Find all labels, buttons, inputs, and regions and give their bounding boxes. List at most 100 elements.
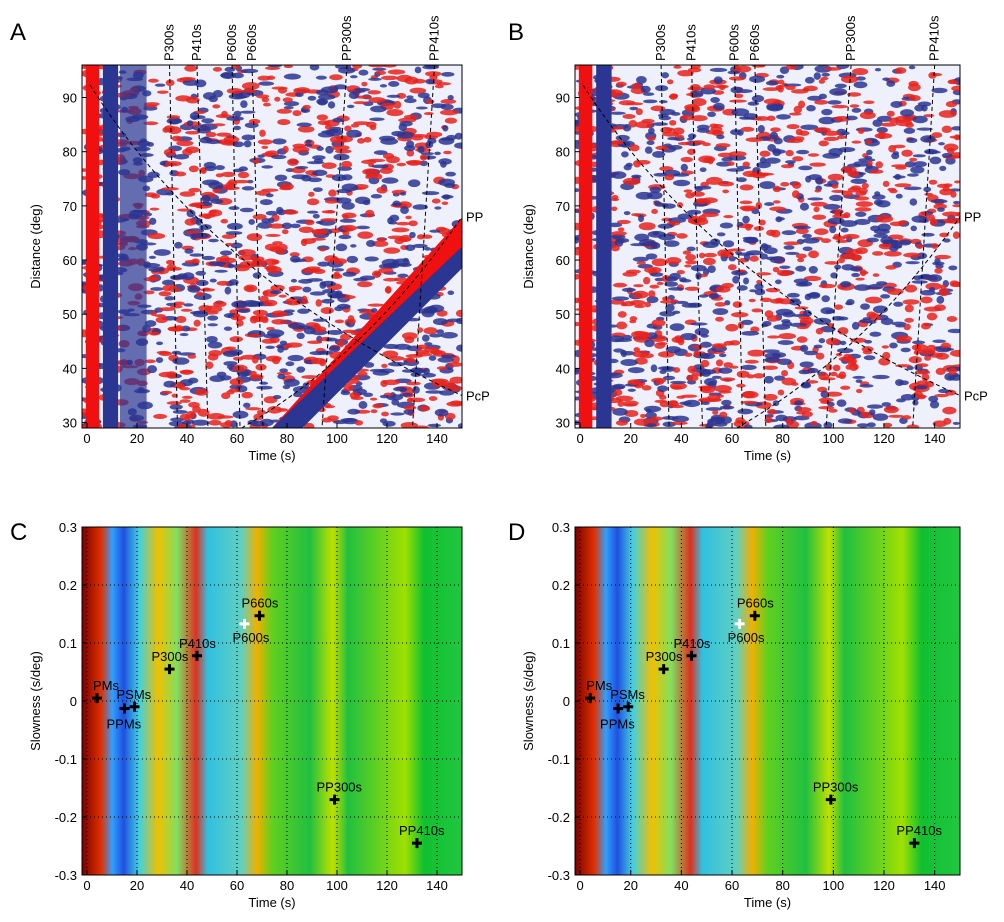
texture [240, 68, 259, 74]
texture [796, 325, 809, 330]
texture [751, 95, 765, 103]
x-tick-label: 20 [623, 431, 637, 446]
texture [352, 65, 363, 69]
y-tick-label: 0 [70, 694, 77, 709]
texture [759, 156, 767, 164]
texture [424, 65, 440, 69]
texture [787, 292, 800, 298]
x-tick-label: 140 [426, 878, 448, 893]
marker-label: P410s [674, 636, 711, 651]
texture [317, 131, 335, 138]
texture [635, 108, 643, 116]
texture [840, 227, 849, 233]
texture [309, 65, 320, 71]
texture [379, 84, 388, 88]
texture [212, 104, 221, 109]
texture [382, 379, 401, 386]
texture [243, 140, 252, 148]
texture [290, 278, 298, 283]
texture [622, 177, 641, 186]
texture [701, 212, 719, 218]
texture [895, 364, 912, 368]
texture [400, 206, 409, 215]
texture [405, 244, 416, 252]
panel: C 0 20 40 60 80 100 120 140 -0.3 -0.2 -0.1 0 0.1 0.2 0.… [10, 519, 463, 910]
texture [257, 221, 273, 229]
texture [848, 407, 856, 414]
texture [397, 201, 412, 209]
x-axis-label: Time (s) [744, 448, 791, 463]
texture [353, 121, 371, 126]
texture [923, 114, 935, 118]
texture [391, 130, 405, 137]
texture [808, 174, 822, 181]
texture [791, 190, 800, 199]
texture [763, 98, 782, 105]
texture [382, 152, 395, 160]
texture [690, 264, 707, 272]
texture [195, 279, 209, 286]
texture [333, 153, 350, 161]
texture [672, 127, 685, 135]
texture [648, 127, 655, 134]
texture [939, 347, 955, 351]
texture [438, 178, 455, 187]
texture [266, 75, 276, 80]
texture [378, 267, 394, 274]
texture [850, 337, 867, 343]
texture [174, 241, 183, 249]
texture [430, 103, 446, 109]
texture [219, 255, 230, 264]
texture [224, 286, 232, 295]
texture [843, 353, 852, 360]
texture [862, 350, 873, 355]
marker [749, 610, 760, 621]
texture [794, 306, 809, 310]
texture [674, 134, 684, 139]
texture [934, 393, 949, 398]
texture [842, 233, 860, 240]
texture [334, 319, 345, 324]
texture [446, 134, 457, 141]
texture [770, 127, 781, 133]
texture [431, 198, 441, 204]
texture [441, 201, 449, 206]
texture [672, 310, 681, 315]
texture [206, 335, 218, 343]
texture [814, 228, 829, 235]
texture [608, 222, 623, 228]
texture [740, 126, 755, 132]
texture [760, 244, 772, 249]
texture [883, 406, 899, 414]
texture [754, 288, 766, 296]
texture [346, 104, 355, 109]
texture [629, 316, 638, 322]
texture [715, 316, 724, 322]
phase-curve [89, 84, 462, 396]
texture [808, 265, 818, 274]
texture [802, 237, 820, 244]
texture [615, 419, 628, 426]
texture [436, 366, 448, 370]
texture [636, 75, 647, 84]
texture [773, 375, 786, 381]
texture [310, 237, 326, 241]
texture [935, 352, 949, 360]
x-tick-label: 120 [376, 878, 398, 893]
texture [328, 345, 341, 352]
texture [734, 93, 744, 99]
texture [654, 399, 668, 403]
texture [440, 99, 457, 104]
texture [289, 252, 300, 257]
texture [872, 305, 888, 314]
texture [616, 321, 628, 330]
texture [827, 217, 845, 225]
texture [409, 87, 427, 94]
texture [921, 232, 935, 237]
texture [762, 349, 780, 354]
texture [421, 334, 430, 342]
texture [287, 158, 299, 166]
texture [773, 424, 790, 428]
texture [883, 250, 902, 257]
texture [274, 174, 288, 182]
